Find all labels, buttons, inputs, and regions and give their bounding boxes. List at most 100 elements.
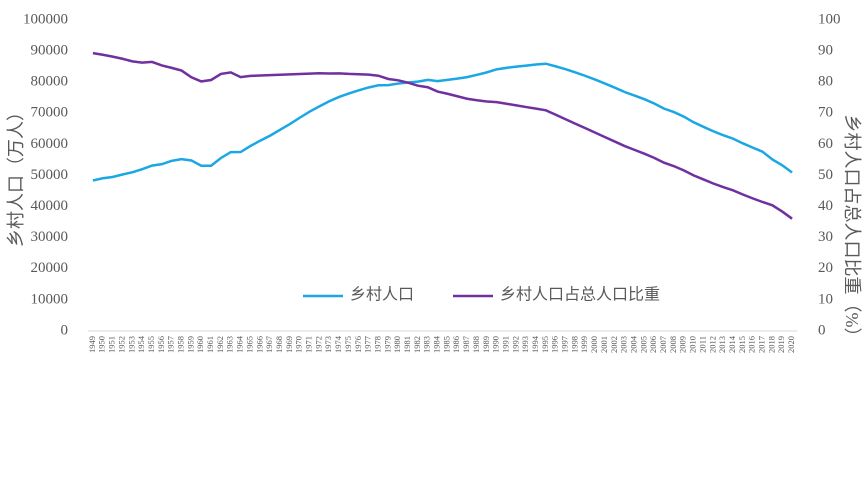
y-tick-label: 100000 — [23, 11, 68, 27]
x-tick-label: 1992 — [510, 336, 520, 353]
x-tick-label: 1951 — [107, 336, 117, 353]
x-tick-label: 1954 — [136, 335, 146, 353]
y2-tick-label: 60 — [818, 136, 833, 152]
y2-tick-label: 0 — [818, 322, 826, 338]
x-tick-label: 2001 — [599, 336, 609, 353]
x-tick-label: 1981 — [402, 336, 412, 353]
x-tick-label: 1999 — [579, 336, 589, 353]
x-tick-label: 1974 — [333, 335, 343, 353]
x-tick-label: 1994 — [530, 335, 540, 353]
x-tick-label: 1982 — [412, 336, 422, 353]
y2-tick-label: 70 — [818, 105, 833, 121]
x-tick-label: 2011 — [697, 336, 707, 353]
y2-tick-label: 90 — [818, 43, 833, 59]
x-tick-label: 1996 — [550, 336, 560, 353]
x-tick-label: 1975 — [343, 336, 353, 353]
y2-tick-label: 10 — [818, 291, 833, 307]
x-tick-label: 1970 — [294, 336, 304, 353]
x-tick-label: 2015 — [737, 336, 747, 353]
x-tick-label: 1978 — [372, 336, 382, 353]
y-tick-label: 90000 — [31, 43, 69, 59]
x-tick-label: 1987 — [461, 336, 471, 353]
x-tick-label: 1969 — [284, 336, 294, 353]
x-tick-label: 2016 — [747, 336, 757, 353]
y-tick-label: 10000 — [31, 291, 69, 307]
x-tick-label: 2017 — [756, 336, 766, 353]
y2-tick-label: 80 — [818, 74, 833, 90]
x-tick-label: 1984 — [432, 335, 442, 353]
x-tick-label: 2019 — [776, 336, 786, 353]
legend-label: 乡村人口 — [350, 286, 414, 304]
x-tick-label: 1995 — [540, 336, 550, 353]
x-tick-label: 1964 — [235, 335, 245, 353]
x-tick-label: 1989 — [481, 336, 491, 353]
y-tick-label: 60000 — [31, 136, 69, 152]
legend-label: 乡村人口占总人口比重 — [500, 286, 660, 304]
x-tick-label: 1979 — [382, 336, 392, 353]
x-tick-label: 1991 — [500, 336, 510, 353]
x-tick-label: 1962 — [215, 336, 225, 353]
x-tick-label: 2009 — [678, 336, 688, 353]
x-tick-label: 2006 — [648, 336, 658, 353]
x-tick-label: 2008 — [668, 336, 678, 353]
x-tick-label: 1959 — [185, 336, 195, 353]
y2-tick-label: 100 — [818, 11, 841, 27]
x-tick-label: 1958 — [176, 336, 186, 353]
y-tick-label: 70000 — [31, 105, 69, 121]
x-tick-label: 1971 — [304, 336, 314, 353]
x-tick-label: 2014 — [727, 335, 737, 353]
x-tick-label: 1960 — [195, 336, 205, 353]
x-tick-label: 1973 — [323, 336, 333, 353]
x-tick-label: 2013 — [717, 336, 727, 353]
x-tick-label: 1957 — [166, 336, 176, 353]
x-tick-label: 2005 — [638, 336, 648, 353]
x-tick-label: 1956 — [156, 336, 166, 353]
x-tick-label: 1983 — [422, 336, 432, 353]
x-tick-label: 1980 — [392, 336, 402, 353]
y-tick-label: 40000 — [31, 198, 69, 214]
y-tick-label: 50000 — [31, 167, 69, 183]
x-tick-label: 1976 — [353, 336, 363, 353]
x-tick-label: 1966 — [254, 336, 264, 353]
x-tick-label: 1953 — [126, 336, 136, 353]
x-tick-label: 1967 — [264, 336, 274, 353]
x-tick-label: 1990 — [491, 336, 501, 353]
x-tick-label: 1963 — [225, 336, 235, 353]
y2-tick-label: 30 — [818, 229, 833, 245]
x-tick-label: 1977 — [363, 336, 373, 353]
y-tick-label: 80000 — [31, 74, 69, 90]
x-tick-label: 2010 — [688, 336, 698, 353]
x-tick-label: 2003 — [619, 336, 629, 353]
x-tick-label: 1952 — [116, 336, 126, 353]
y-tick-label: 0 — [61, 322, 69, 338]
x-tick-label: 2018 — [766, 336, 776, 353]
x-tick-label: 2020 — [786, 336, 796, 353]
y-axis-title: 乡村人口（万人） — [6, 103, 26, 247]
x-tick-label: 2012 — [707, 336, 717, 353]
y2-tick-label: 20 — [818, 260, 833, 276]
x-tick-label: 1997 — [560, 336, 570, 353]
x-tick-label: 2000 — [589, 336, 599, 353]
data-line — [92, 51, 793, 220]
x-tick-label: 1972 — [313, 336, 323, 353]
x-tick-label: 1988 — [471, 336, 481, 353]
data-line — [92, 62, 793, 182]
x-tick-label: 1998 — [569, 336, 579, 353]
x-tick-label: 1950 — [97, 336, 107, 353]
y-tick-label: 30000 — [31, 229, 69, 245]
y2-tick-label: 40 — [818, 198, 833, 214]
x-tick-label: 1985 — [441, 336, 451, 353]
x-tick-label: 1968 — [274, 336, 284, 353]
x-tick-label: 1986 — [451, 336, 461, 353]
x-tick-label: 1993 — [520, 336, 530, 353]
x-tick-label: 1965 — [244, 336, 254, 353]
x-tick-label: 1955 — [146, 336, 156, 353]
y2-tick-label: 50 — [818, 167, 833, 183]
x-tick-label: 1949 — [87, 336, 97, 353]
x-tick-label: 2007 — [658, 336, 668, 353]
y2-axis-title: 乡村人口占总人口比重（%） — [842, 115, 862, 346]
y-tick-label: 20000 — [31, 260, 69, 276]
x-tick-label: 1961 — [205, 336, 215, 353]
x-tick-label: 2004 — [628, 335, 638, 353]
